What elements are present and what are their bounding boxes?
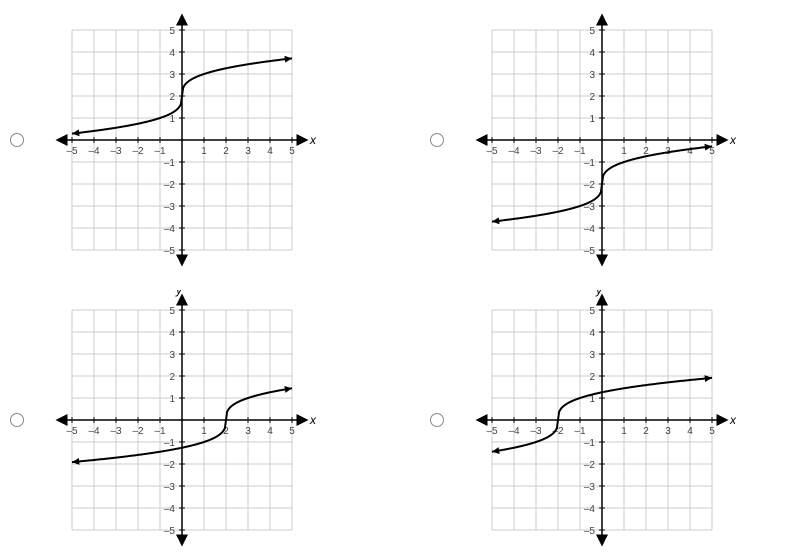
svg-text:–4: –4 [88, 426, 100, 437]
svg-text:x: x [309, 133, 317, 147]
svg-text:–5: –5 [164, 246, 176, 257]
svg-text:–3: –3 [530, 426, 542, 437]
svg-text:–5: –5 [486, 426, 498, 437]
chart-b: –5–4–3–2–112345–5–4–3–2–112345x [452, 10, 752, 270]
svg-text:–1: –1 [154, 426, 166, 437]
svg-text:5: 5 [169, 306, 175, 317]
svg-text:x: x [729, 413, 737, 427]
svg-text:–1: –1 [164, 438, 176, 449]
svg-text:5: 5 [289, 426, 295, 437]
svg-text:–1: –1 [584, 158, 596, 169]
svg-text:2: 2 [223, 146, 229, 157]
chart-d: –5–4–3–2–112345–5–4–3–2–112345xy [452, 290, 752, 550]
svg-text:–4: –4 [584, 224, 596, 235]
svg-text:2: 2 [169, 92, 175, 103]
svg-text:–4: –4 [164, 224, 176, 235]
svg-text:–4: –4 [508, 426, 520, 437]
svg-text:–5: –5 [486, 146, 498, 157]
radio-c[interactable] [10, 413, 24, 427]
svg-text:2: 2 [589, 372, 595, 383]
svg-text:5: 5 [589, 306, 595, 317]
svg-text:5: 5 [709, 146, 715, 157]
svg-text:1: 1 [169, 394, 175, 405]
svg-text:4: 4 [589, 48, 595, 59]
svg-text:1: 1 [589, 114, 595, 125]
svg-text:4: 4 [687, 426, 693, 437]
chart-option-b: –5–4–3–2–112345–5–4–3–2–112345x [430, 10, 790, 270]
svg-text:–3: –3 [110, 146, 122, 157]
svg-text:5: 5 [589, 26, 595, 37]
svg-text:3: 3 [665, 426, 671, 437]
svg-text:4: 4 [687, 146, 693, 157]
svg-text:–5: –5 [66, 146, 78, 157]
svg-text:–3: –3 [164, 202, 176, 213]
svg-text:4: 4 [589, 328, 595, 339]
svg-text:x: x [729, 133, 737, 147]
svg-text:–2: –2 [132, 426, 144, 437]
svg-text:–1: –1 [574, 146, 586, 157]
svg-text:3: 3 [245, 146, 251, 157]
svg-text:5: 5 [169, 26, 175, 37]
radio-b[interactable] [430, 133, 444, 147]
svg-text:–1: –1 [574, 426, 586, 437]
svg-text:4: 4 [169, 328, 175, 339]
svg-text:–2: –2 [552, 146, 564, 157]
svg-text:–2: –2 [164, 180, 176, 191]
svg-text:x: x [309, 413, 317, 427]
svg-text:3: 3 [169, 350, 175, 361]
svg-text:–4: –4 [584, 504, 596, 515]
chart-option-c: –5–4–3–2–112345–5–4–3–2–112345xy [10, 290, 370, 550]
svg-text:3: 3 [589, 350, 595, 361]
svg-text:1: 1 [621, 146, 627, 157]
svg-text:2: 2 [643, 426, 649, 437]
charts-grid: –5 –4 –3 –2 –1 1 2 3 4 5 –5 –4 –3 –2 –1 1 2 3 4 5 x –5 –4 –3 –2… [10, 10, 790, 550]
svg-text:1: 1 [169, 114, 175, 125]
svg-text:–4: –4 [508, 146, 520, 157]
svg-text:–1: –1 [164, 158, 176, 169]
radio-a[interactable] [10, 133, 24, 147]
svg-text:–5: –5 [164, 526, 176, 537]
svg-text:–2: –2 [584, 460, 596, 471]
svg-text:–2: –2 [164, 460, 176, 471]
svg-text:–4: –4 [164, 504, 176, 515]
svg-text:–5: –5 [66, 426, 78, 437]
svg-text:1: 1 [621, 426, 627, 437]
svg-text:4: 4 [267, 426, 273, 437]
chart-option-a: –5 –4 –3 –2 –1 1 2 3 4 5 –5 –4 –3 –2 –1 1 2 3 4 5 x [10, 10, 370, 270]
svg-text:4: 4 [267, 146, 273, 157]
svg-text:1: 1 [201, 146, 207, 157]
svg-text:–3: –3 [110, 426, 122, 437]
svg-text:–3: –3 [530, 146, 542, 157]
svg-text:2: 2 [589, 92, 595, 103]
svg-text:3: 3 [589, 70, 595, 81]
svg-text:3: 3 [245, 426, 251, 437]
chart-a: –5 –4 –3 –2 –1 1 2 3 4 5 –5 –4 –3 –2 –1 1 2 3 4 5 x [32, 10, 332, 270]
svg-text:–3: –3 [164, 482, 176, 493]
svg-text:2: 2 [169, 372, 175, 383]
svg-text:–2: –2 [584, 180, 596, 191]
svg-text:–5: –5 [584, 246, 596, 257]
chart-option-d: –5–4–3–2–112345–5–4–3–2–112345xy [430, 290, 790, 550]
svg-text:1: 1 [201, 426, 207, 437]
svg-text:5: 5 [289, 146, 295, 157]
radio-d[interactable] [430, 413, 444, 427]
svg-text:–1: –1 [584, 438, 596, 449]
svg-text:y: y [175, 290, 183, 297]
svg-text:y: y [595, 290, 603, 297]
svg-text:–2: –2 [132, 146, 144, 157]
svg-text:5: 5 [709, 426, 715, 437]
chart-c: –5–4–3–2–112345–5–4–3–2–112345xy [32, 290, 332, 550]
svg-text:–1: –1 [154, 146, 166, 157]
svg-text:–4: –4 [88, 146, 100, 157]
svg-text:–3: –3 [584, 482, 596, 493]
svg-text:–5: –5 [584, 526, 596, 537]
svg-text:4: 4 [169, 48, 175, 59]
svg-text:3: 3 [169, 70, 175, 81]
